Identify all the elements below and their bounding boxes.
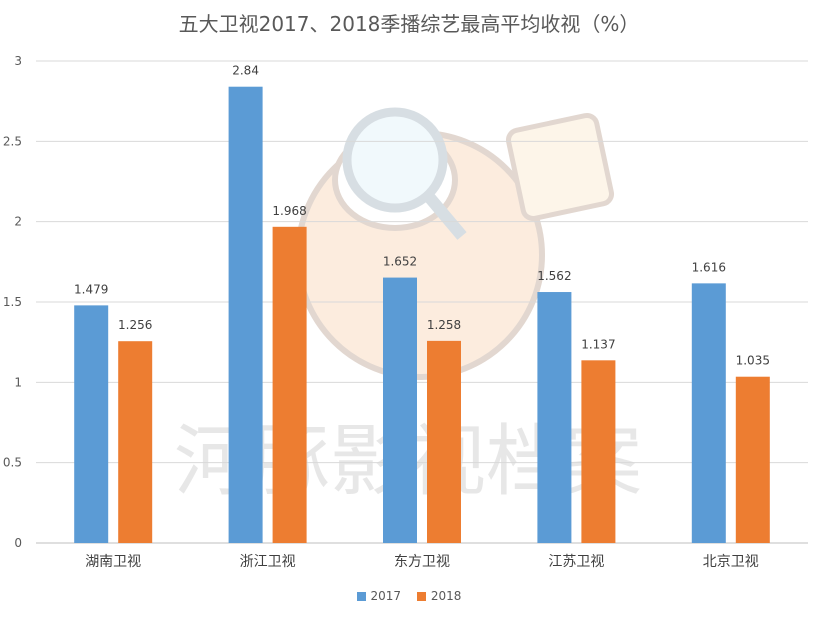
legend-item-2017: 2017 bbox=[356, 589, 402, 603]
x-tick-label: 浙江卫视 bbox=[240, 554, 296, 570]
x-tick-label: 湖南卫视 bbox=[85, 554, 141, 570]
data-label-2017-2: 1.652 bbox=[383, 255, 417, 269]
x-tick-label: 江苏卫视 bbox=[548, 554, 604, 570]
y-tick-label: 0 bbox=[14, 536, 22, 550]
y-tick-label: 0.5 bbox=[3, 456, 22, 470]
legend-item-2018: 2018 bbox=[416, 589, 462, 603]
data-label-2017-4: 1.616 bbox=[692, 260, 726, 274]
y-tick-label: 1 bbox=[14, 375, 22, 389]
bar-2017-4 bbox=[691, 283, 726, 543]
y-tick-label: 2 bbox=[14, 215, 22, 229]
legend: 2017 2018 bbox=[0, 589, 818, 604]
legend-label-2018: 2018 bbox=[430, 589, 462, 603]
data-label-2018-1: 1.968 bbox=[272, 204, 306, 218]
data-label-2018-4: 1.035 bbox=[736, 354, 770, 368]
bar-2017-0 bbox=[74, 305, 109, 543]
bar-2017-3 bbox=[537, 292, 572, 543]
x-tick-label: 东方卫视 bbox=[394, 554, 450, 570]
bar-2017-1 bbox=[228, 86, 263, 543]
legend-swatch-2018 bbox=[416, 591, 426, 601]
x-tick-label: 北京卫视 bbox=[703, 554, 759, 570]
legend-label-2017: 2017 bbox=[370, 589, 402, 603]
bar-2018-4 bbox=[735, 376, 770, 543]
data-label-2017-0: 1.479 bbox=[74, 282, 108, 296]
bar-2018-0 bbox=[118, 341, 153, 543]
y-tick-label: 3 bbox=[14, 54, 22, 68]
bar-2018-1 bbox=[272, 226, 307, 544]
y-tick-label: 1.5 bbox=[3, 295, 22, 309]
bar-2017-2 bbox=[383, 277, 417, 543]
data-label-2018-2: 1.258 bbox=[427, 318, 461, 332]
data-label-2018-3: 1.137 bbox=[581, 337, 615, 351]
legend-swatch-2017 bbox=[356, 591, 366, 601]
bar-2018-3 bbox=[581, 360, 616, 543]
data-label-2017-3: 1.562 bbox=[537, 269, 571, 283]
data-label-2018-0: 1.256 bbox=[118, 318, 152, 332]
y-tick-label: 2.5 bbox=[3, 134, 22, 148]
chart-title: 五大卫视2017、2018季播综艺最高平均收视（%） bbox=[178, 12, 640, 36]
data-label-2017-1: 2.84 bbox=[232, 64, 259, 78]
bar-2018-2 bbox=[427, 340, 461, 543]
